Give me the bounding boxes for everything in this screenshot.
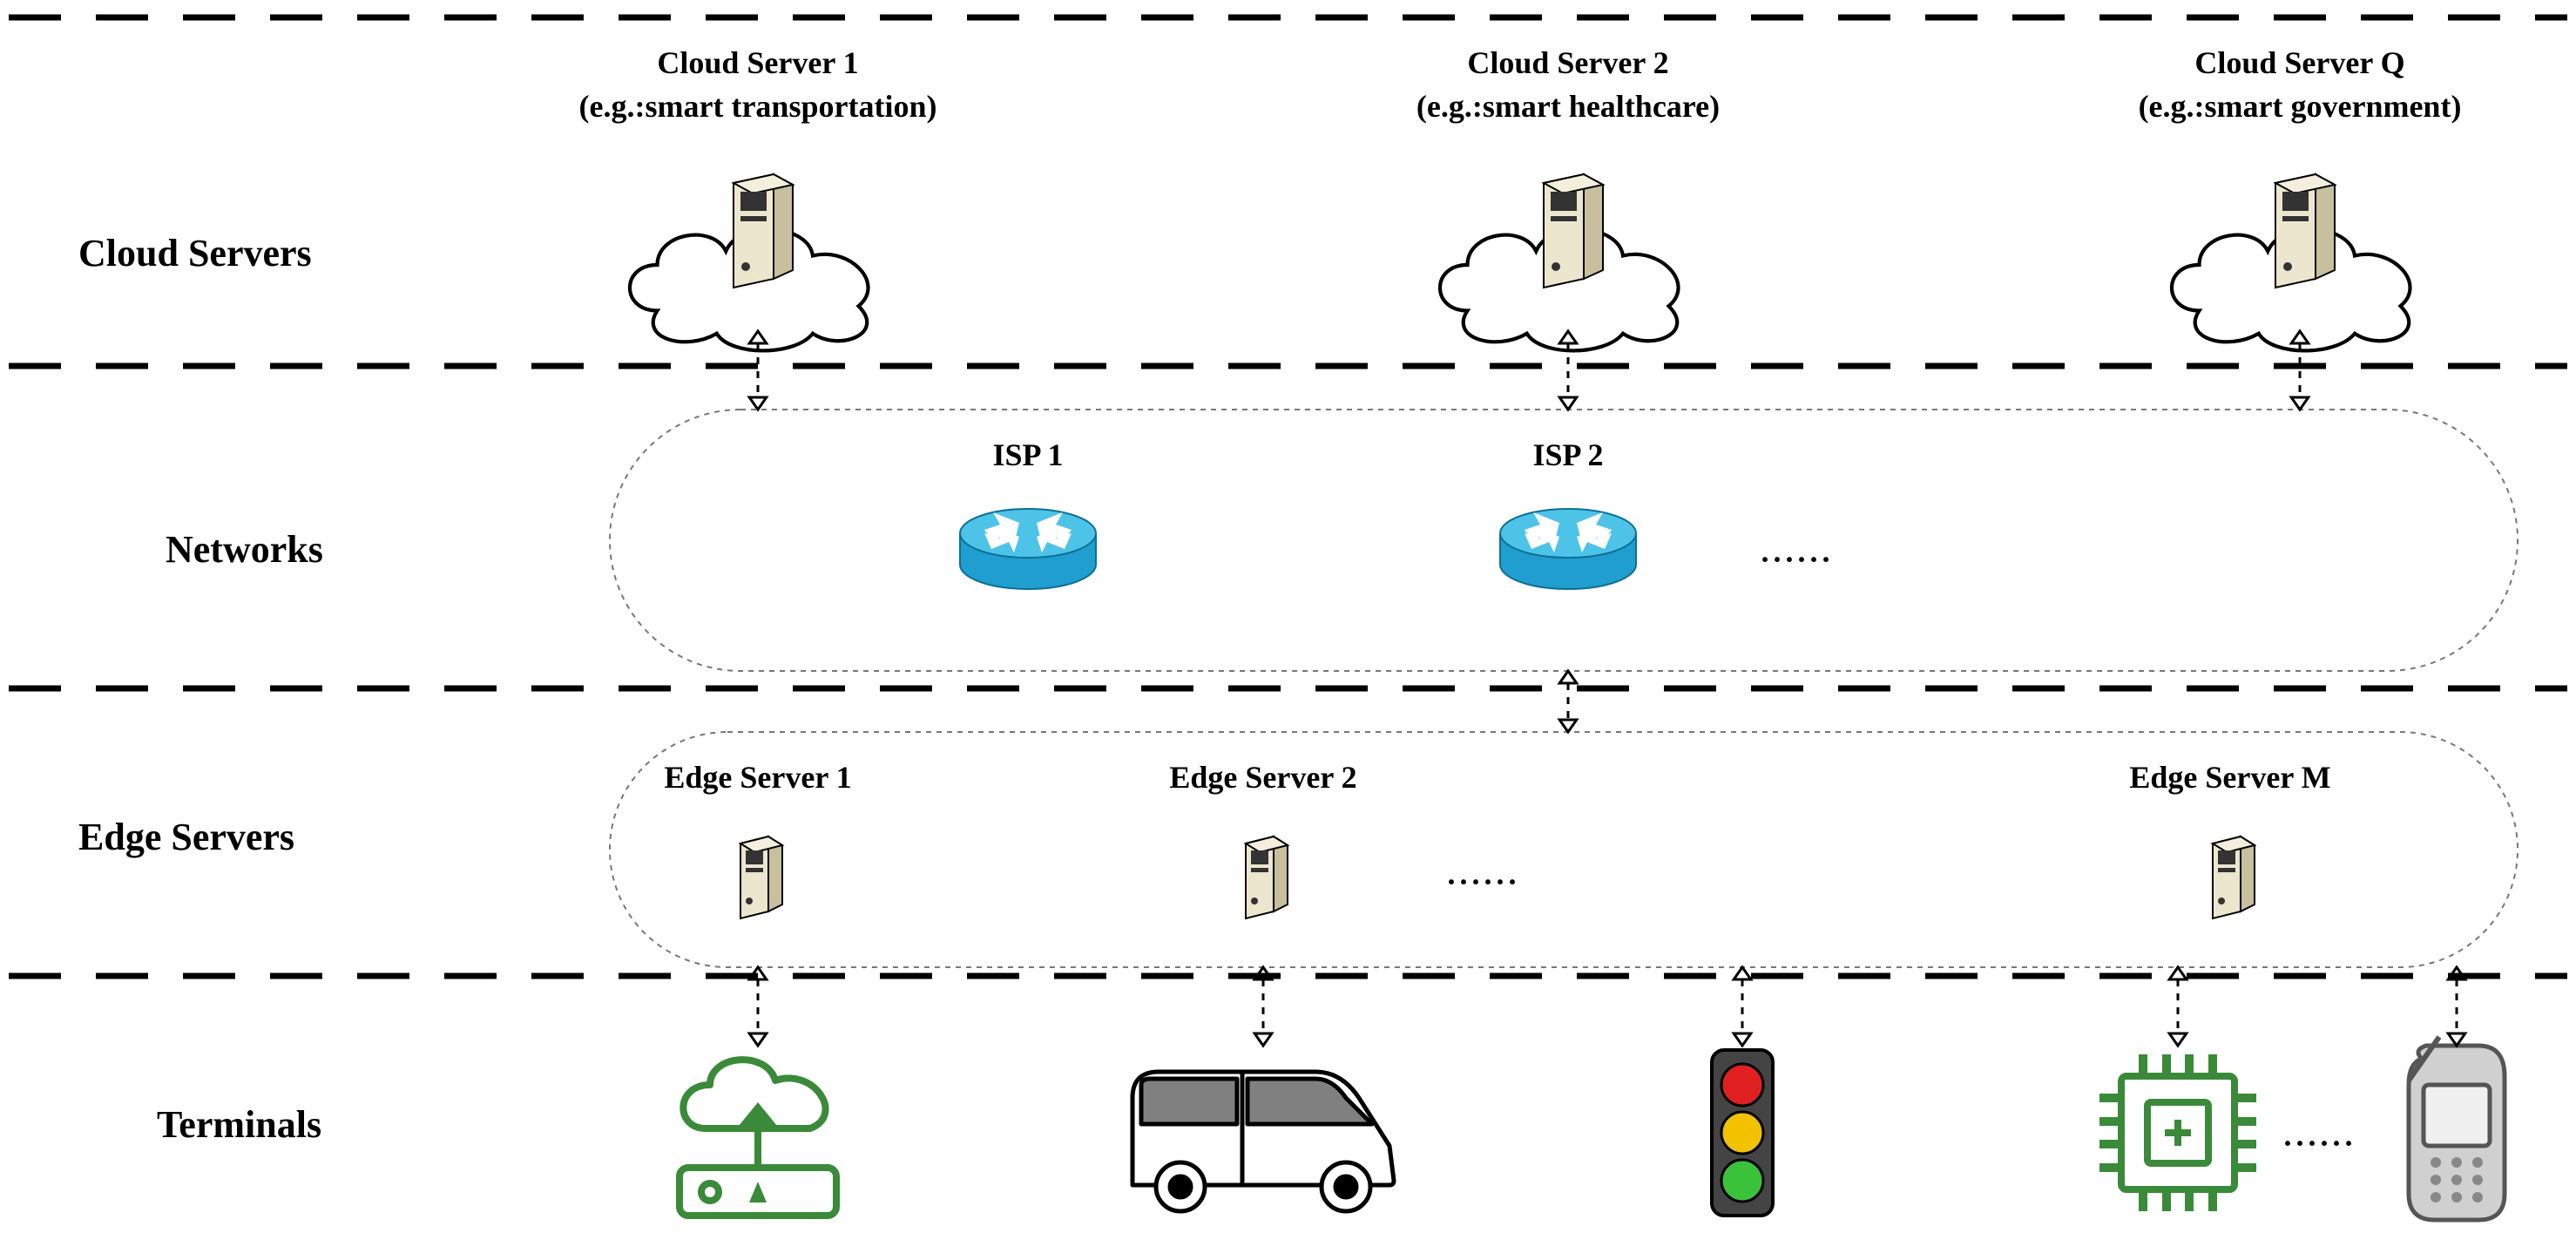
cloud-server-icon	[2172, 174, 2410, 350]
edge-server-icons	[740, 837, 2255, 918]
bi-arrow	[1734, 967, 1751, 1046]
diagram-canvas	[0, 0, 2576, 1233]
bi-arrow	[2169, 967, 2187, 1046]
traffic-light-icon	[1712, 1050, 1773, 1216]
edge-server-icon	[1246, 837, 1288, 918]
cloud-server-icons	[630, 174, 2410, 350]
isp-router-icons	[960, 509, 1636, 589]
bi-arrow	[749, 331, 767, 410]
cloud-server-icon	[630, 174, 868, 350]
router-icon	[1500, 509, 1636, 589]
van-icon	[1132, 1072, 1394, 1211]
section-divider-lines	[9, 17, 2567, 976]
upload-device-icon	[679, 1060, 836, 1216]
terminal-icons	[679, 1037, 2505, 1220]
chip-icon	[2099, 1054, 2256, 1211]
bi-arrow	[1559, 671, 1577, 732]
bi-arrow	[2448, 967, 2465, 1046]
bi-arrow	[749, 967, 767, 1046]
bi-arrow	[1254, 967, 1272, 1046]
bi-arrow	[1559, 331, 1577, 410]
phone-icon	[2409, 1037, 2505, 1220]
router-icon	[960, 509, 1096, 589]
cloud-server-icon	[1440, 174, 1678, 350]
edge-server-icon	[740, 837, 782, 918]
bi-arrow	[2291, 331, 2309, 410]
edge-server-icon	[2213, 837, 2255, 918]
